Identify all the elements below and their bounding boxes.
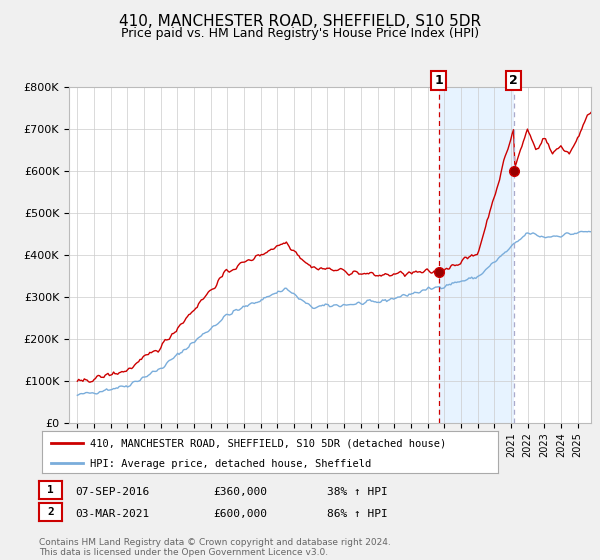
Text: 410, MANCHESTER ROAD, SHEFFIELD, S10 5DR: 410, MANCHESTER ROAD, SHEFFIELD, S10 5DR	[119, 14, 481, 29]
Text: 03-MAR-2021: 03-MAR-2021	[75, 509, 149, 519]
Text: HPI: Average price, detached house, Sheffield: HPI: Average price, detached house, Shef…	[90, 459, 371, 469]
Text: 2: 2	[47, 507, 54, 517]
Text: Price paid vs. HM Land Registry's House Price Index (HPI): Price paid vs. HM Land Registry's House …	[121, 27, 479, 40]
Text: 1: 1	[434, 74, 443, 87]
Text: 1: 1	[47, 485, 54, 495]
Text: 38% ↑ HPI: 38% ↑ HPI	[327, 487, 388, 497]
Text: 2: 2	[509, 74, 518, 87]
Text: 410, MANCHESTER ROAD, SHEFFIELD, S10 5DR (detached house): 410, MANCHESTER ROAD, SHEFFIELD, S10 5DR…	[90, 439, 446, 449]
Bar	[439, 87, 514, 423]
Text: 07-SEP-2016: 07-SEP-2016	[75, 487, 149, 497]
Text: Contains HM Land Registry data © Crown copyright and database right 2024.
This d: Contains HM Land Registry data © Crown c…	[39, 538, 391, 557]
Text: £360,000: £360,000	[213, 487, 267, 497]
Text: £600,000: £600,000	[213, 509, 267, 519]
Text: 86% ↑ HPI: 86% ↑ HPI	[327, 509, 388, 519]
